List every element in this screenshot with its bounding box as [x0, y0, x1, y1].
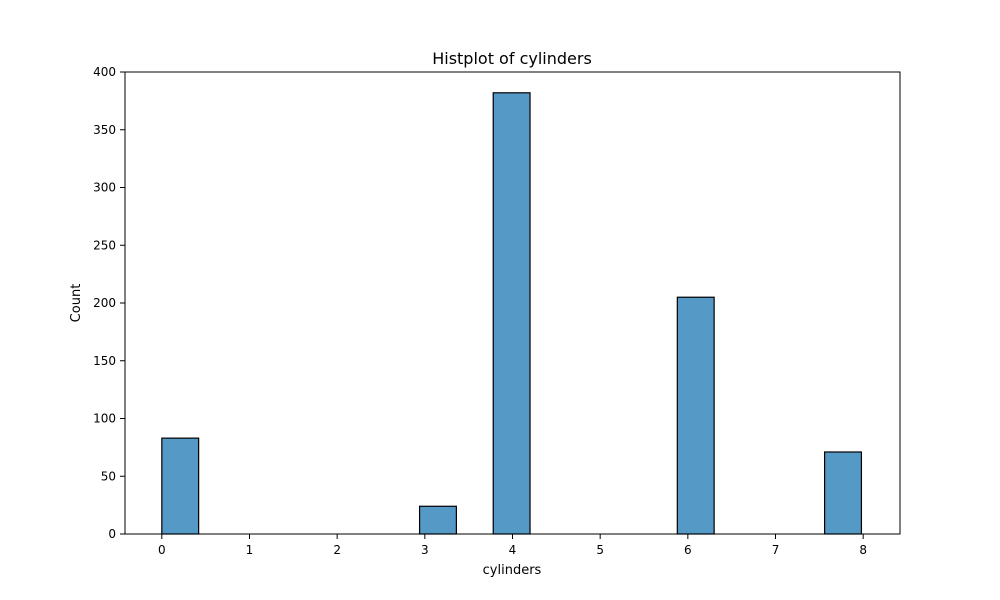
x-tick-label: 0 [158, 543, 166, 557]
histogram-bar [418, 505, 457, 535]
x-axis-label: cylinders [483, 563, 542, 578]
histogram-bar [492, 92, 531, 535]
x-tick-label: 6 [684, 543, 692, 557]
y-tick-label: 150 [93, 354, 116, 368]
y-tick-label: 50 [101, 469, 116, 483]
x-tick-label: 2 [333, 543, 341, 557]
bars-group [161, 92, 863, 535]
y-tick-label: 0 [108, 527, 116, 541]
y-tick-label: 100 [93, 412, 116, 426]
plot-frame [124, 71, 901, 535]
x-tick-label: 4 [509, 543, 517, 557]
y-tick-label: 200 [93, 296, 116, 310]
y-axis-label: Count [69, 284, 84, 323]
x-tick-label: 3 [421, 543, 429, 557]
x-tick-label: 5 [596, 543, 604, 557]
y-tick-label: 350 [93, 123, 116, 137]
y-tick-label: 250 [93, 238, 116, 252]
x-tick-label: 8 [859, 543, 867, 557]
histogram-bar [161, 437, 200, 535]
x-tick-label: 1 [246, 543, 254, 557]
x-axis-ticks: 0 1 2 3 4 5 6 7 8 [158, 534, 867, 557]
chart-title: Histplot of cylinders [432, 49, 592, 68]
histogram-bar [676, 296, 715, 535]
x-tick-label: 7 [772, 543, 780, 557]
histogram-bar [824, 451, 863, 535]
y-tick-label: 400 [93, 65, 116, 79]
y-tick-label: 300 [93, 181, 116, 195]
y-axis-ticks: 0 50 100 150 200 250 300 350 400 [93, 65, 125, 541]
